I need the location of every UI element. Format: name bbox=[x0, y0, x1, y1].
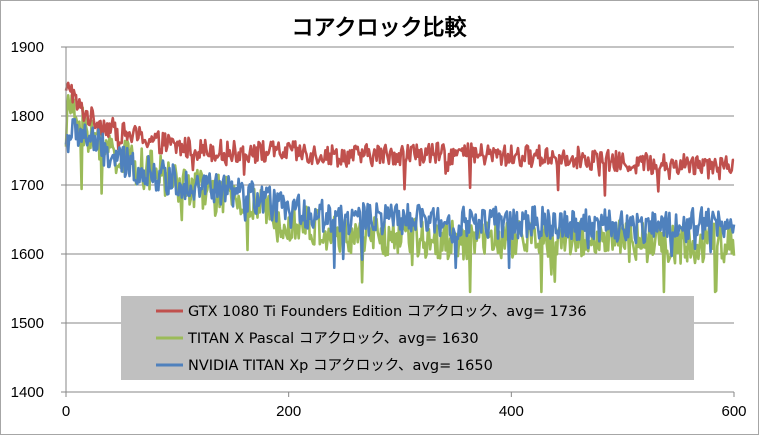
legend-box bbox=[121, 296, 694, 380]
y-axis-ticks: 1400 1500 1600 1700 1800 1900 bbox=[11, 39, 66, 401]
y-tick-label: 1400 bbox=[11, 384, 44, 401]
y-tick-label: 1600 bbox=[11, 246, 44, 263]
x-tick-label: 400 bbox=[499, 403, 524, 420]
series-line bbox=[64, 118, 736, 270]
y-tick-label: 1900 bbox=[11, 39, 44, 56]
axes bbox=[65, 47, 734, 393]
x-tick-label: 0 bbox=[62, 403, 70, 420]
series-line bbox=[64, 81, 735, 197]
y-tick-label: 1800 bbox=[11, 108, 44, 125]
legend: GTX 1080 Ti Founders Edition コアクロック、avg=… bbox=[121, 296, 694, 380]
x-tick-label: 200 bbox=[276, 403, 301, 420]
x-tick-label: 600 bbox=[721, 403, 746, 420]
legend-label: NVIDIA TITAN Xp コアクロック、avg= 1650 bbox=[188, 357, 493, 374]
series-lines bbox=[64, 81, 736, 294]
legend-label: TITAN X Pascal コアクロック、avg= 1630 bbox=[187, 330, 479, 347]
y-tick-label: 1500 bbox=[11, 315, 44, 332]
x-axis-ticks: 0 200 400 600 bbox=[62, 392, 747, 420]
chart-title: コアクロック比較 bbox=[292, 15, 468, 41]
legend-label: GTX 1080 Ti Founders Edition コアクロック、avg=… bbox=[188, 303, 587, 320]
y-tick-label: 1700 bbox=[11, 177, 44, 194]
